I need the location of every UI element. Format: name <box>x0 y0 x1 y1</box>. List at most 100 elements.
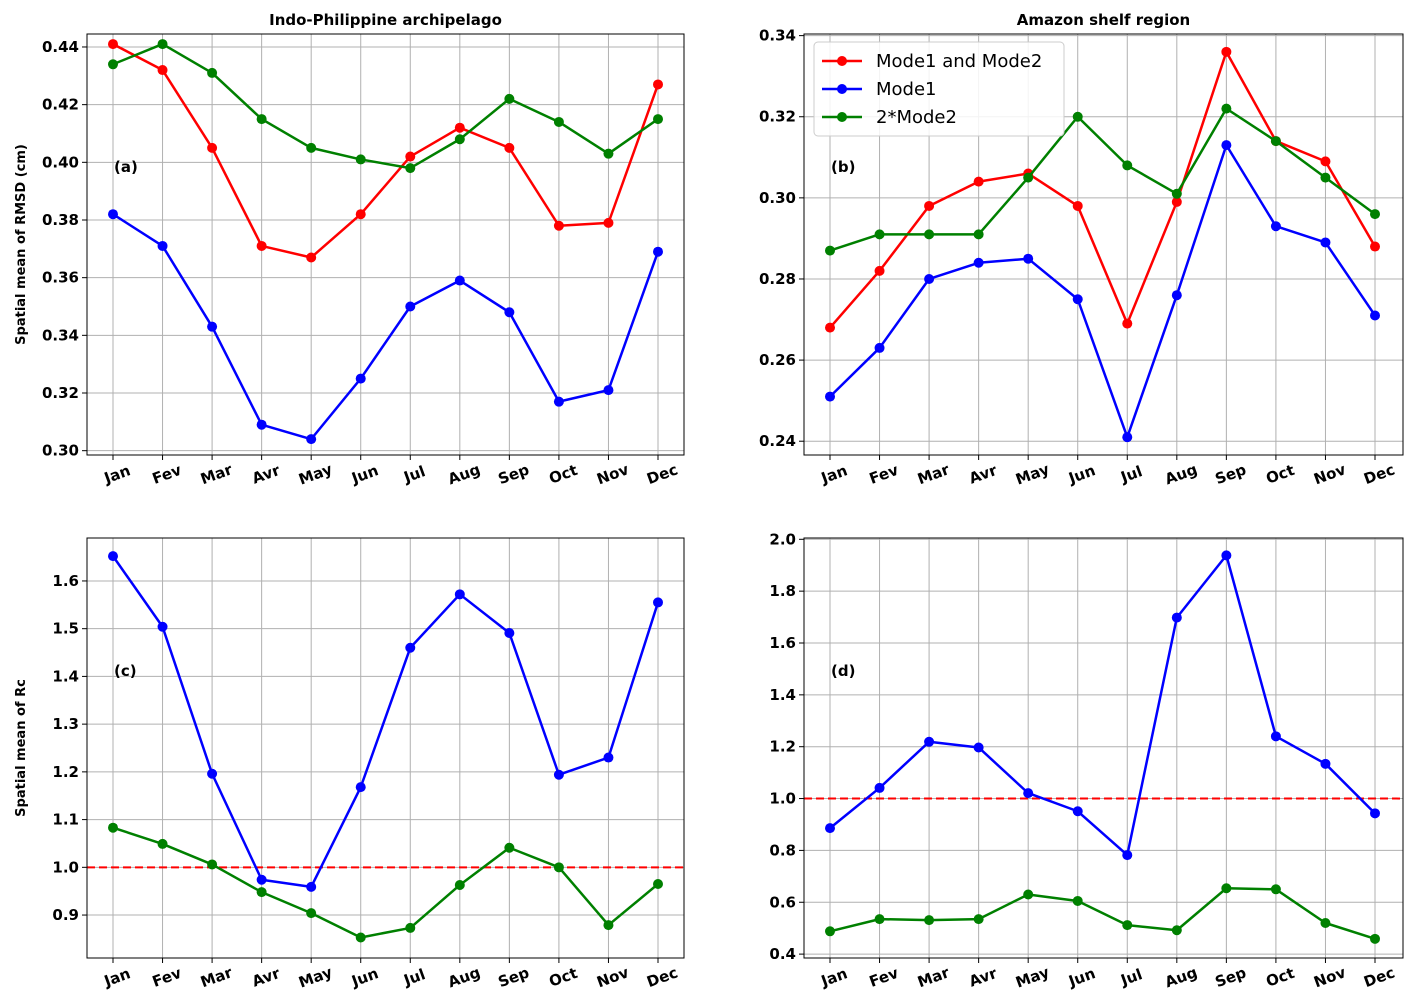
data-point <box>874 914 885 925</box>
data-point <box>603 217 614 228</box>
x-tick-label: Mar <box>915 963 952 991</box>
y-tick-label: 2.0 <box>769 530 796 548</box>
data-point <box>973 742 984 753</box>
y-tick-label: 1.4 <box>769 686 796 704</box>
y-tick-label: 0.9 <box>52 906 79 924</box>
y-tick-label: 0.34 <box>759 27 796 45</box>
data-point <box>256 419 267 430</box>
x-tick-label: Mar <box>198 963 235 991</box>
x-tick-label: Jan <box>101 461 133 487</box>
data-point <box>1221 46 1232 57</box>
chart-title: Amazon shelf region <box>1017 11 1190 29</box>
data-point <box>924 736 935 747</box>
axes-frame <box>86 537 685 959</box>
legend: Mode1 and Mode2 Mode1 2*Mode2 <box>813 41 1065 137</box>
data-point <box>874 229 885 240</box>
data-point <box>653 597 663 608</box>
data-point <box>973 257 984 268</box>
data-point <box>924 200 935 211</box>
data-point <box>874 782 885 793</box>
data-point <box>1122 920 1133 931</box>
x-tick-label: Avr <box>967 964 1000 991</box>
data-point <box>306 908 317 919</box>
panel-label: (d) <box>831 662 855 680</box>
data-point <box>405 642 416 653</box>
data-point <box>454 275 465 286</box>
data-point <box>256 887 267 898</box>
data-point <box>1320 172 1331 183</box>
series-line-mode1-and-mode2 <box>112 42 660 259</box>
axes-frame <box>803 33 1404 456</box>
data-point <box>157 838 168 849</box>
data-point <box>157 65 168 76</box>
data-point <box>973 914 984 925</box>
data-point <box>405 163 416 174</box>
series-line-mode1-and-mode2 <box>829 50 1377 329</box>
y-tick-label: 0.40 <box>42 153 79 171</box>
series-line-2-mode2 <box>829 887 1376 941</box>
y-tick-label: 1.4 <box>52 667 79 685</box>
y-tick-label: 0.32 <box>759 108 796 126</box>
x-tick-label: Nov <box>1311 460 1348 488</box>
legend-label: Mode1 and Mode2 <box>876 51 1042 72</box>
data-point <box>653 879 663 890</box>
data-point <box>1270 731 1281 742</box>
data-point <box>1122 318 1133 329</box>
legend-box <box>813 41 1065 137</box>
y-tick-label: 1.3 <box>52 715 79 733</box>
y-tick-label: 0.8 <box>769 841 796 859</box>
x-tick-label: Mar <box>915 460 952 488</box>
data-point <box>553 220 564 231</box>
data-point <box>256 874 267 885</box>
data-point <box>355 154 366 165</box>
y-tick-label: 0.34 <box>42 326 79 344</box>
x-tick-label: Jul <box>1117 965 1144 990</box>
legend-marker <box>837 84 847 94</box>
panel-label: (b) <box>831 158 855 176</box>
data-point <box>108 59 118 70</box>
data-point <box>825 391 835 402</box>
data-point <box>553 769 564 780</box>
x-tick-label: Nov <box>594 963 631 991</box>
data-point <box>306 142 317 153</box>
data-point <box>874 265 885 276</box>
x-tick-label: Jan <box>101 964 133 990</box>
x-tick-label: Aug <box>446 460 483 488</box>
data-point <box>1370 808 1380 819</box>
data-point <box>1370 241 1380 252</box>
series-line-2-mode2 <box>112 42 659 170</box>
data-point <box>454 122 465 133</box>
y-tick-label: 1.2 <box>769 738 796 756</box>
x-tick-label: Dec <box>644 460 680 488</box>
y-tick-label: 1.0 <box>52 858 79 876</box>
data-point <box>1171 925 1182 936</box>
data-point <box>157 621 168 632</box>
data-point <box>1270 136 1281 147</box>
data-point <box>207 142 218 153</box>
data-point <box>207 768 218 779</box>
data-point <box>973 229 984 240</box>
x-tick-label: Oct <box>1264 964 1297 991</box>
x-tick-label: Sep <box>496 460 532 488</box>
y-tick-label: 0.38 <box>42 211 79 229</box>
y-tick-label: 1.6 <box>52 572 79 590</box>
x-tick-label: May <box>296 460 335 489</box>
x-tick-label: Jan <box>818 964 850 990</box>
data-point <box>924 915 935 926</box>
axes-frame <box>86 33 685 456</box>
chart-title: Indo-Philippine archipelago <box>269 11 502 29</box>
data-point <box>1171 196 1182 207</box>
data-point <box>306 881 317 892</box>
data-point <box>504 93 515 104</box>
data-point <box>825 823 835 834</box>
data-point <box>1171 612 1182 623</box>
data-point <box>207 859 218 870</box>
x-tick-label: Fev <box>150 461 184 488</box>
data-point <box>825 245 835 256</box>
data-point <box>454 134 465 145</box>
x-tick-label: Oct <box>1264 461 1297 488</box>
data-point <box>355 932 366 943</box>
y-tick-label: 1.0 <box>769 790 796 808</box>
x-tick-label: May <box>1013 963 1052 992</box>
data-point <box>306 434 317 445</box>
